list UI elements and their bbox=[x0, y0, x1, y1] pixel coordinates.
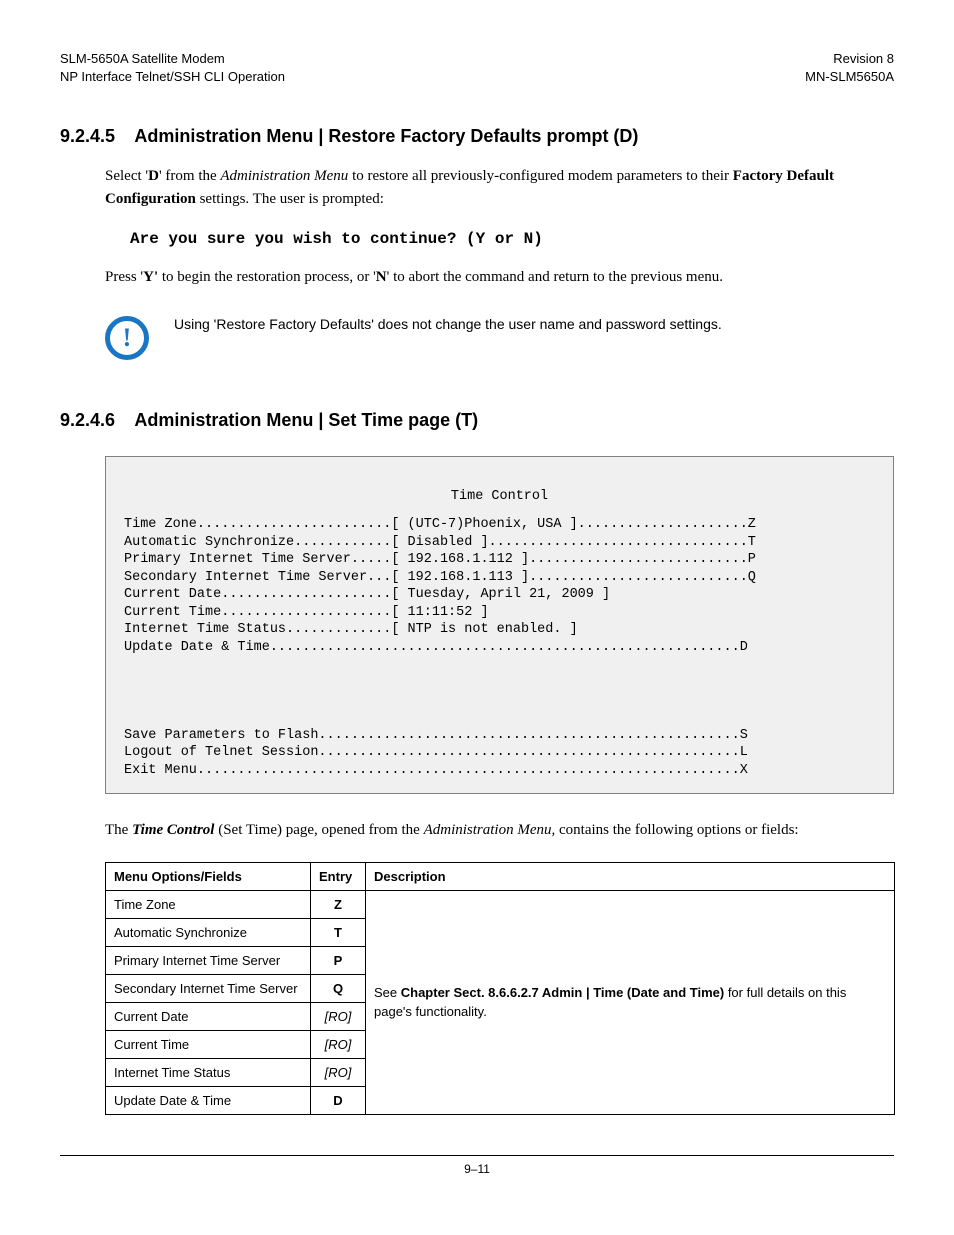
text: Select ' bbox=[105, 168, 148, 184]
entry-cell: Z bbox=[311, 890, 366, 918]
bold-key-d: D bbox=[148, 168, 159, 184]
info-icon: ! bbox=[105, 316, 149, 360]
time-control-terminal: Time Control Time Zone...................… bbox=[105, 456, 894, 794]
col-header-options: Menu Options/Fields bbox=[106, 862, 311, 890]
menu-name-italic: Administration Menu, bbox=[424, 822, 556, 838]
info-note-text: Using 'Restore Factory Defaults' does no… bbox=[174, 314, 722, 335]
terminal-title: Time Control bbox=[124, 488, 875, 506]
page-footer: 9–11 bbox=[60, 1155, 894, 1176]
text: (Set Time) page, opened from the bbox=[214, 822, 423, 838]
options-table: Menu Options/Fields Entry Description Ti… bbox=[105, 862, 895, 1115]
confirm-prompt: Are you sure you wish to continue? (Y or… bbox=[130, 230, 894, 248]
header-right: Revision 8 MN-SLM5650A bbox=[805, 50, 894, 86]
option-cell: Current Date bbox=[106, 1002, 311, 1030]
header-product: SLM-5650A Satellite Modem bbox=[60, 50, 285, 68]
page-header: SLM-5650A Satellite Modem NP Interface T… bbox=[60, 50, 894, 86]
section1-para1: Select 'D' from the Administration Menu … bbox=[105, 165, 894, 210]
description-cell: See Chapter Sect. 8.6.6.2.7 Admin | Time… bbox=[366, 890, 895, 1114]
option-cell: Automatic Synchronize bbox=[106, 918, 311, 946]
section-number: 9.2.4.6 bbox=[60, 410, 130, 431]
option-cell: Time Zone bbox=[106, 890, 311, 918]
info-icon-glyph: ! bbox=[123, 323, 132, 353]
text: ' to abort the command and return to the… bbox=[387, 269, 723, 285]
entry-cell: P bbox=[311, 946, 366, 974]
bold-key-y: Y' bbox=[143, 269, 158, 285]
bold-key-n: N bbox=[376, 269, 387, 285]
option-cell: Current Time bbox=[106, 1030, 311, 1058]
section1-para2: Press 'Y' to begin the restoration proce… bbox=[105, 266, 894, 289]
header-revision: Revision 8 bbox=[805, 50, 894, 68]
text: to restore all previously-configured mod… bbox=[348, 168, 732, 184]
col-header-entry: Entry bbox=[311, 862, 366, 890]
section2-intro: The Time Control (Set Time) page, opened… bbox=[105, 819, 894, 842]
text: to begin the restoration process, or ' bbox=[158, 269, 376, 285]
option-cell: Primary Internet Time Server bbox=[106, 946, 311, 974]
table-header-row: Menu Options/Fields Entry Description bbox=[106, 862, 895, 890]
entry-cell: [RO] bbox=[311, 1058, 366, 1086]
table-row: Time ZoneZSee Chapter Sect. 8.6.6.2.7 Ad… bbox=[106, 890, 895, 918]
section-9-2-4-5-heading: 9.2.4.5 Administration Menu | Restore Fa… bbox=[60, 126, 894, 147]
header-left: SLM-5650A Satellite Modem NP Interface T… bbox=[60, 50, 285, 86]
option-cell: Secondary Internet Time Server bbox=[106, 974, 311, 1002]
text: The bbox=[105, 822, 132, 838]
page-name-bold-italic: Time Control bbox=[132, 822, 214, 838]
entry-cell: [RO] bbox=[311, 1030, 366, 1058]
option-cell: Update Date & Time bbox=[106, 1086, 311, 1114]
col-header-description: Description bbox=[366, 862, 895, 890]
header-subtitle: NP Interface Telnet/SSH CLI Operation bbox=[60, 68, 285, 86]
entry-cell: T bbox=[311, 918, 366, 946]
menu-name-italic: Administration Menu bbox=[220, 168, 348, 184]
section-title-text: Administration Menu | Set Time page (T) bbox=[134, 410, 478, 430]
info-note: ! Using 'Restore Factory Defaults' does … bbox=[105, 314, 894, 360]
section-number: 9.2.4.5 bbox=[60, 126, 130, 147]
section-9-2-4-6-heading: 9.2.4.6 Administration Menu | Set Time p… bbox=[60, 410, 894, 431]
option-cell: Internet Time Status bbox=[106, 1058, 311, 1086]
text: settings. The user is prompted: bbox=[196, 191, 384, 207]
text: Press ' bbox=[105, 269, 143, 285]
entry-cell: [RO] bbox=[311, 1002, 366, 1030]
terminal-body: Time Zone........................[ (UTC-… bbox=[124, 516, 875, 779]
text: ' from the bbox=[159, 168, 220, 184]
header-docnum: MN-SLM5650A bbox=[805, 68, 894, 86]
entry-cell: D bbox=[311, 1086, 366, 1114]
section-title-text: Administration Menu | Restore Factory De… bbox=[134, 126, 638, 146]
entry-cell: Q bbox=[311, 974, 366, 1002]
text: contains the following options or fields… bbox=[555, 822, 798, 838]
